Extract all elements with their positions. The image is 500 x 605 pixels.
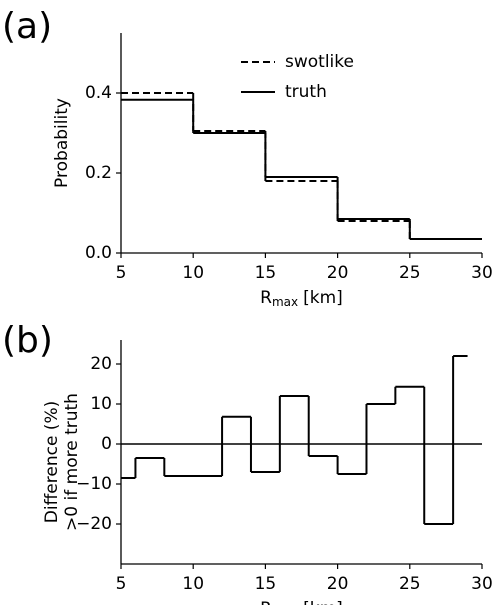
x-tick-label: 25 xyxy=(399,574,421,594)
y-tick-label: 0 xyxy=(101,434,112,454)
panel-label: (a) xyxy=(2,6,52,47)
legend-label: truth xyxy=(285,82,327,102)
x-tick-label: 15 xyxy=(255,263,277,283)
x-label-unit: [km] xyxy=(303,599,343,605)
x-label-symbol: R xyxy=(260,599,272,605)
x-tick-label: 10 xyxy=(182,263,204,283)
x-label-unit: [km] xyxy=(303,288,343,308)
x-label-subscript: max xyxy=(272,295,298,309)
y-tick-label: −10 xyxy=(76,474,112,494)
x-tick-label: 5 xyxy=(116,574,127,594)
y-tick-label: 0.4 xyxy=(85,83,112,103)
y-tick-label: 20 xyxy=(90,354,112,374)
y-tick-label: 0.0 xyxy=(85,243,112,263)
y-tick-label: 0.2 xyxy=(85,163,112,183)
x-tick-label: 5 xyxy=(116,263,127,283)
legend-label: swotlike xyxy=(285,52,354,72)
y-axis-label: Difference (%) xyxy=(42,401,62,523)
x-axis-label: Rmax[km] xyxy=(260,599,343,605)
x-tick-label: 15 xyxy=(255,574,277,594)
x-tick-label: 25 xyxy=(399,263,421,283)
y-axis-label: >0 if more truth xyxy=(62,393,82,531)
x-tick-label: 30 xyxy=(471,263,493,283)
y-tick-label: −20 xyxy=(76,514,112,534)
x-label-symbol: R xyxy=(260,288,272,308)
y-tick-label: 10 xyxy=(90,394,112,414)
x-axis-label: Rmax [km] xyxy=(260,288,343,309)
x-tick-label: 30 xyxy=(471,574,493,594)
x-tick-label: 20 xyxy=(327,574,349,594)
panel-label: (b) xyxy=(2,320,53,361)
y-axis-label: Probability xyxy=(52,98,72,188)
x-tick-label: 20 xyxy=(327,263,349,283)
x-tick-label: 10 xyxy=(182,574,204,594)
